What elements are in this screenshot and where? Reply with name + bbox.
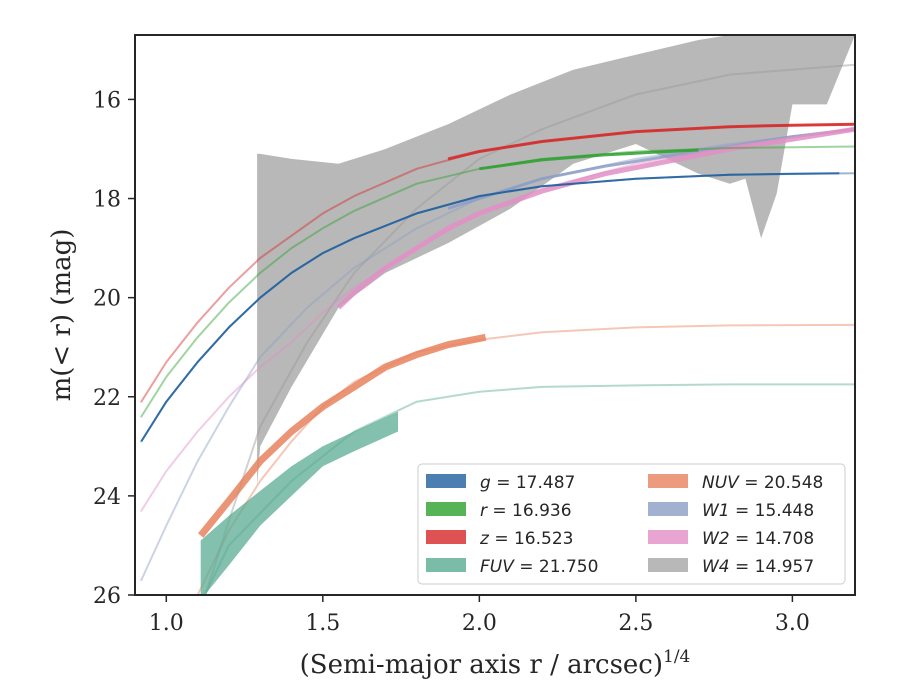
fuv-uncertainty-band [200,411,398,595]
y-tick-label: 22 [93,386,121,411]
legend-label-w4: W4 = 14.957 [702,557,814,577]
legend-label-nuv: NUV = 20.548 [702,473,823,493]
y-tick-label: 16 [93,88,121,113]
x-tick-label: 3.0 [775,611,810,636]
legend-label-r: r = 16.936 [480,501,572,521]
w4-model-curve [204,63,855,595]
legend-swatch-z [426,530,466,544]
r-measured-curve [479,148,699,171]
legend-label-g: g = 17.487 [480,473,575,493]
legend-swatch-nuv [648,474,688,488]
x-tick-label: 2.5 [618,611,653,636]
legend-swatch-w1 [648,502,688,516]
y-tick-label: 20 [93,287,121,312]
legend-label-fuv: FUV = 21.750 [480,557,598,577]
y-tick-label: 18 [93,188,121,213]
y-tick-label: 26 [93,584,121,609]
legend-swatch-fuv [426,558,466,572]
plot-frame [134,34,856,596]
w1-model-curve [140,128,855,582]
legend-swatch-r [426,502,466,516]
legend-frame [417,463,846,585]
legend-label-w1: W1 = 15.448 [702,501,814,521]
x-axis-title: (Semi-major axis r / arcsec)1/4 [300,647,691,680]
w4-uncertainty-band [257,35,855,486]
legend-label-w2: W2 = 14.708 [702,529,814,549]
x-tick-label: 1.5 [305,611,340,636]
legend-swatch-w4 [648,558,688,572]
z-measured-curve [447,122,855,161]
g-measured-curve [140,172,840,442]
legend: g = 17.487 NUV = 20.548 r = 16.936 W1 = 15.… [417,463,846,585]
fuv-model-curve [203,383,855,595]
legend-label-z: z = 16.523 [479,529,573,549]
x-tick-label: 2.0 [462,611,497,636]
w2-model-curve [140,128,855,512]
legend-swatch-w2 [648,530,688,544]
x-tick-label: 1.0 [149,611,184,636]
nuv-measured-curve [197,333,487,538]
y-tick-label: 24 [93,485,121,510]
w2-measured-curve [336,126,855,310]
y-axis-title: m(< r) (mag) [47,229,77,402]
legend-swatch-g [426,474,466,488]
